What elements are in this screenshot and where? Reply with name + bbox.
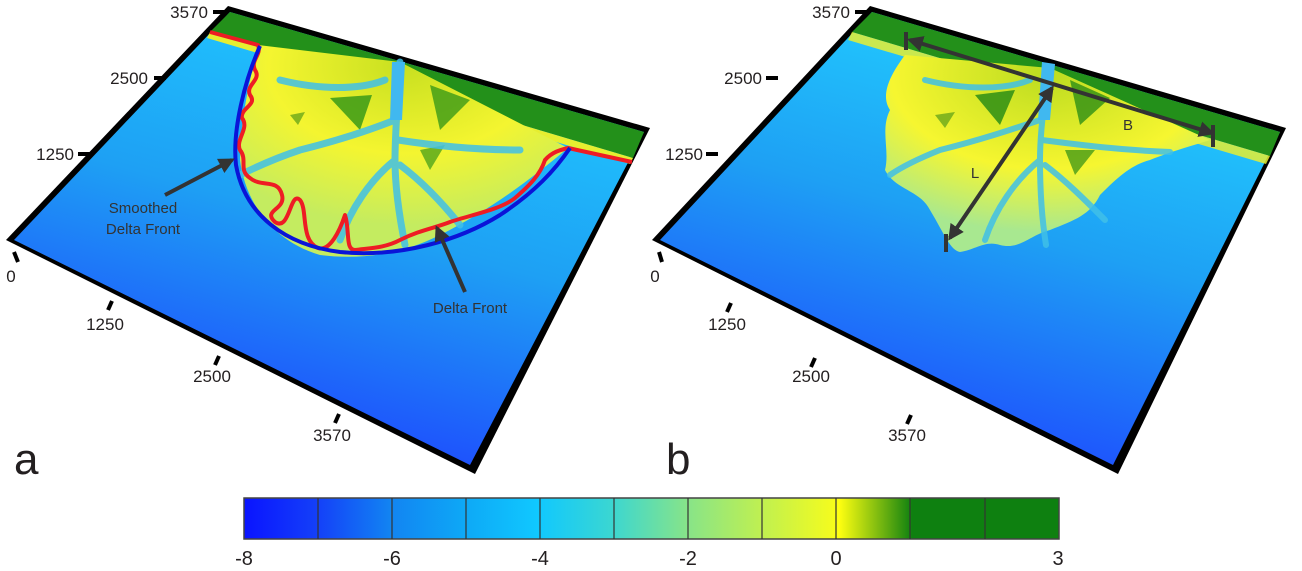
panel-a-smoothed-front-line: [233, 45, 572, 256]
panel-b-label-B: B: [1123, 117, 1133, 134]
panel-b-width-B-arrow: [906, 36, 1216, 137]
panel-b-y-tick-0: 0: [650, 267, 659, 286]
panel-b-letter: b: [666, 435, 690, 484]
panel-a-y-axis: 3570 2500 1250 0: [6, 3, 226, 286]
panel-a-smoothed-label-1: Smoothed: [109, 200, 177, 217]
panel-a-y-tick-3570: 3570: [170, 3, 208, 22]
panel-a: Smoothed Delta Front Delta Front 3570 25…: [6, 3, 650, 484]
colorbar-label-neg4: -4: [531, 548, 549, 570]
panel-a-smoothed-arrow: [164, 158, 235, 197]
panel-b-y-tick-1250: 1250: [665, 145, 703, 164]
panel-a-delta-front-arrow: [434, 225, 467, 293]
colorbar-label-neg6: -6: [383, 548, 401, 570]
panel-a-x-axis: 1250 2500 3570: [86, 300, 351, 445]
panel-a-y-tick-0: 0: [6, 267, 15, 286]
colorbar-label-0: 0: [830, 548, 841, 570]
colorbar-ramp: [243, 497, 1060, 540]
panel-a-y-tick-1250: 1250: [36, 145, 74, 164]
colorbar: -8 -6 -4 -2 0 3: [235, 497, 1064, 570]
colorbar-label-neg2: -2: [679, 548, 697, 570]
panel-a-x-tick-2500: 2500: [193, 367, 231, 386]
panel-b-y-axis: 3570 2500 1250 0: [650, 3, 868, 286]
panel-a-delta-front-line: [209, 30, 633, 252]
panel-a-smoothed-label-2: Delta Front: [106, 221, 181, 238]
panel-b-x-axis: 1250 2500 3570: [708, 302, 926, 445]
panel-b: B L 3570 2500 1250 0 1250 2500 3570 b: [650, 3, 1286, 484]
panel-b-x-tick-2500: 2500: [792, 367, 830, 386]
panel-b-x-tick-3570: 3570: [888, 426, 926, 445]
panel-a-letter: a: [14, 435, 39, 484]
panel-b-x-tick-1250: 1250: [708, 315, 746, 334]
panel-a-x-tick-3570: 3570: [313, 426, 351, 445]
panel-b-y-tick-2500: 2500: [724, 69, 762, 88]
panel-a-y-tick-2500: 2500: [110, 69, 148, 88]
panel-a-delta: [240, 45, 568, 257]
panel-b-length-L-arrow: [948, 85, 1054, 241]
colorbar-label-neg8: -8: [235, 548, 253, 570]
panel-a-delta-front-label: Delta Front: [433, 300, 508, 317]
colorbar-dividers: [317, 498, 986, 539]
panel-a-x-tick-1250: 1250: [86, 315, 124, 334]
colorbar-label-3: 3: [1052, 548, 1063, 570]
panel-b-label-L: L: [971, 165, 979, 182]
panel-b-y-tick-3570: 3570: [812, 3, 850, 22]
